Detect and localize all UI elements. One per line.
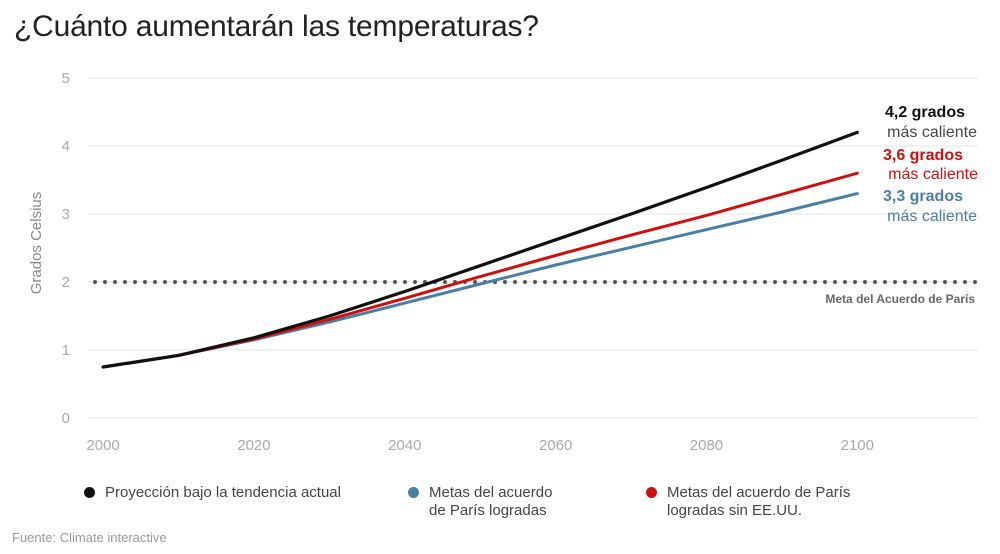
- end-value-annotation: 4,2 grados: [885, 104, 965, 121]
- legend-item-current-trend: Proyección bajo la tendencia actual: [84, 484, 341, 502]
- x-tick-label: 2060: [539, 437, 572, 454]
- legend-label: Metas del acuerdo de París logradas sin …: [667, 484, 851, 519]
- y-tick-label: 4: [62, 138, 70, 155]
- legend-label: Proyección bajo la tendencia actual: [105, 484, 341, 501]
- reference-line-label: Meta del Acuerdo de París: [825, 292, 975, 306]
- end-value-subtitle: más caliente: [887, 124, 977, 141]
- end-value-subtitle: más caliente: [887, 208, 977, 225]
- y-tick-label: 2: [62, 274, 70, 291]
- x-tick-label: 2040: [388, 437, 421, 454]
- source-note: Fuente: Climate interactive: [12, 530, 167, 545]
- source-label: Fuente:: [12, 530, 57, 545]
- y-tick-label: 5: [62, 70, 70, 87]
- chart-title: ¿Cuánto aumentarán las temperaturas?: [14, 10, 539, 43]
- legend-dot-icon: [408, 487, 419, 498]
- legend-item-paris-goals-without-us: Metas del acuerdo de París logradas sin …: [646, 484, 850, 520]
- source-text: Climate interactive: [59, 530, 167, 545]
- legend-item-paris-goals: Metas del acuerdo de París logradas: [408, 484, 552, 520]
- x-tick-label: 2080: [690, 437, 723, 454]
- legend-dot-icon: [646, 487, 657, 498]
- y-axis-label: Grados Celsius: [28, 192, 45, 295]
- end-value-annotation: 3,3 grados: [883, 188, 963, 205]
- end-value-annotation: 3,6 grados: [883, 147, 963, 164]
- end-value-subtitle: más caliente: [888, 166, 978, 183]
- y-tick-label: 1: [62, 342, 70, 359]
- series-line-paris-without-us: [101, 171, 859, 369]
- legend-dot-icon: [84, 487, 95, 498]
- x-tick-label: 2000: [86, 437, 119, 454]
- x-tick-label: 2100: [841, 437, 874, 454]
- series-line-current-trend: [101, 130, 859, 369]
- legend-label: Metas del acuerdo de París logradas: [429, 484, 553, 519]
- y-tick-label: 3: [62, 206, 70, 223]
- y-tick-label: 0: [62, 410, 70, 427]
- x-tick-label: 2020: [237, 437, 270, 454]
